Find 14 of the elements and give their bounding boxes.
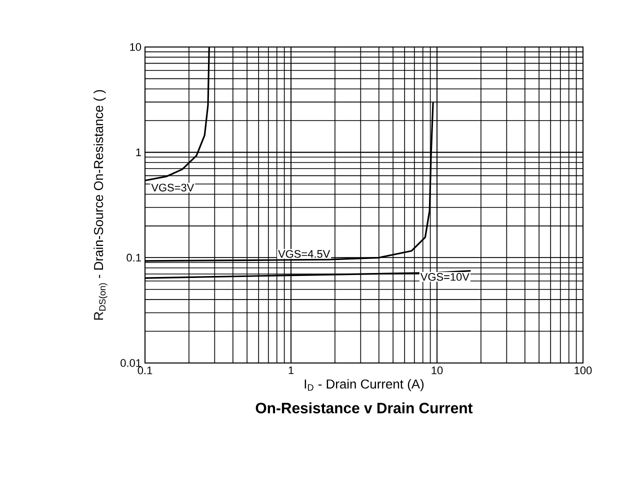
x-tick-label: 0.1 bbox=[138, 366, 152, 374]
x-tick-label: 1 bbox=[288, 366, 294, 374]
series-label: VGS=3V bbox=[151, 184, 194, 192]
y-tick-label: 0.1 bbox=[126, 254, 141, 262]
text: On-Resistance v Drain Current bbox=[256, 402, 473, 414]
x-tick-label: 10 bbox=[432, 366, 443, 374]
series-label: VGS=4.5V bbox=[278, 250, 330, 258]
y-tick-label: 0.01 bbox=[120, 359, 141, 367]
y-tick-label: 1 bbox=[136, 148, 141, 156]
series-label: VGS=10V bbox=[420, 273, 470, 281]
x-tick-label: 100 bbox=[574, 366, 592, 374]
x-axis-title: I$_{D}$ - Drain Current (A) bbox=[304, 379, 424, 392]
y-axis-title: R$_{DS(on)}$ - Drain-Source On-Resistance ( ) bbox=[94, 90, 108, 320]
y-tick-label: 10 bbox=[130, 43, 142, 51]
